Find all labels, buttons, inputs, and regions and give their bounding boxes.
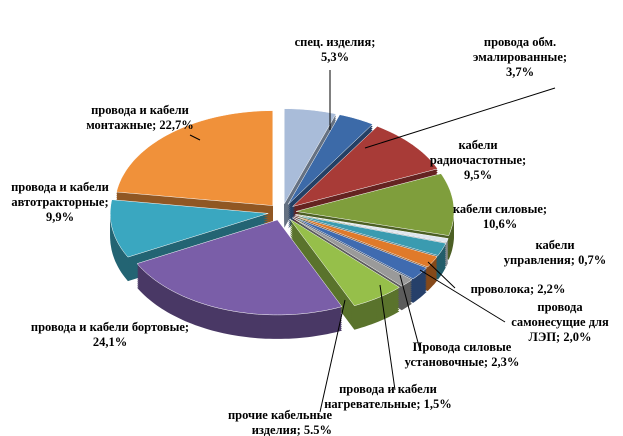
slice: [293, 216, 428, 280]
slice-group: [292, 126, 439, 231]
value-label: 5.5%: [303, 423, 332, 436]
leader-line: [364, 87, 556, 149]
category-name: провода и кабели монтажные;: [86, 103, 189, 132]
value-label: 3,7%: [505, 65, 535, 79]
leader-line: [427, 261, 456, 289]
slice: [295, 173, 455, 236]
value-label: 2,3%: [491, 355, 520, 369]
leader-line: [379, 284, 396, 391]
slice: [116, 110, 274, 206]
data-label: проволока; 2,2%: [453, 282, 583, 297]
value-label: 22,7%: [159, 118, 194, 132]
data-label: провода и кабели нагревательные; 1,5%: [323, 382, 453, 412]
category-name: провода обм. эмалированные;: [472, 35, 568, 64]
slice-group: [116, 110, 274, 230]
slice: [136, 219, 343, 316]
data-label: кабели силовые; 10,6%: [440, 202, 560, 232]
value-label: 24,1%: [92, 335, 128, 349]
slice-group: [109, 199, 269, 282]
slice: [295, 214, 449, 243]
data-label: кабели управления; 0,7%: [500, 238, 610, 268]
data-label: прочие кабельные изделия; 5.5%: [192, 408, 332, 436]
data-label: провода и кабели монтажные; 22,7%: [75, 103, 205, 133]
category-name: спец. изделия;: [294, 35, 376, 49]
data-label: кабели радиочастотные; 9,5%: [423, 138, 533, 183]
data-label: спец. изделия; 5,3%: [280, 35, 390, 65]
slice: [287, 114, 374, 205]
slice: [289, 218, 400, 306]
slice: [109, 199, 269, 258]
category-name: прочие кабельные изделия;: [227, 408, 332, 436]
category-name: кабели управления;: [503, 238, 575, 267]
category-name: провода и кабели бортовые;: [30, 320, 190, 334]
slice-group: [289, 218, 400, 330]
leader-line: [399, 274, 421, 351]
category-name: Провода силовые установочные;: [404, 340, 512, 369]
data-label: провода и кабели бортовые; 24,1%: [25, 320, 195, 350]
category-name: кабели радиочастотные;: [429, 138, 527, 167]
category-name: провода и кабели нагревательные;: [324, 382, 437, 411]
data-label: провода самонесущие для ЛЭП; 2,0%: [500, 300, 620, 345]
category-name: кабели силовые;: [452, 202, 548, 216]
leader-line: [419, 269, 506, 323]
value-label: 1,5%: [423, 397, 452, 411]
data-label: провода и кабели автотракторные; 9,9%: [0, 180, 123, 225]
category-name: провода и кабели автотракторные;: [11, 180, 109, 209]
slice: [292, 217, 413, 287]
leader-line: [319, 299, 346, 413]
slice: [294, 215, 438, 268]
value-label: 0,7%: [578, 253, 607, 267]
value-label: 9,9%: [45, 210, 75, 224]
value-label: 10,6%: [482, 217, 518, 231]
value-label: 9,5%: [463, 168, 493, 182]
slice: [294, 214, 447, 256]
slice: [292, 126, 439, 207]
value-label: 2,2%: [537, 282, 566, 296]
data-label: Провода силовые установочные; 2,3%: [402, 340, 522, 370]
leader-line: [189, 134, 201, 141]
value-label: 2,0%: [563, 330, 592, 344]
category-name: проволока;: [470, 282, 535, 296]
value-label: 5,3%: [320, 50, 350, 64]
slice-group: [136, 219, 343, 339]
data-label: провода обм. эмалированные; 3,7%: [460, 35, 580, 80]
category-name: провода самонесущие для ЛЭП;: [511, 300, 609, 344]
